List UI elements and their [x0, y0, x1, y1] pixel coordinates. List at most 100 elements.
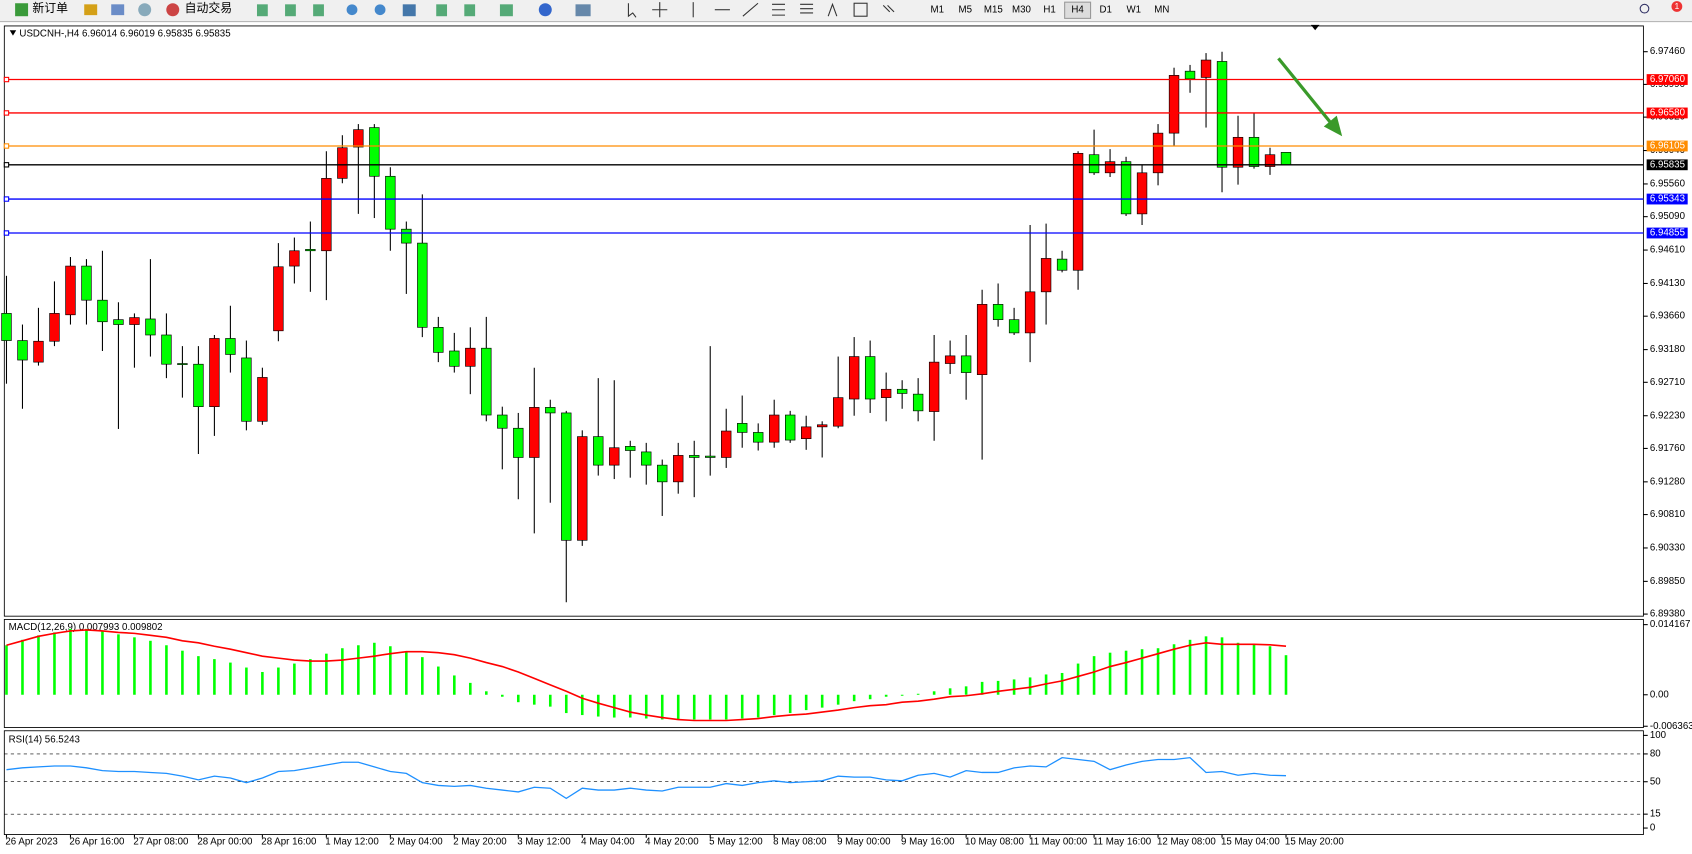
candle-body — [177, 363, 188, 365]
x-tick-label: 10 May 08:00 — [965, 837, 1024, 848]
macd-bar — [1076, 663, 1080, 695]
icon[interactable] — [285, 4, 296, 17]
macd-bar — [165, 645, 168, 695]
x-tick-label: 11 May 16:00 — [1093, 837, 1152, 848]
macd-bar — [277, 667, 280, 695]
arrows-tool[interactable] — [882, 5, 895, 13]
rsi-header: RSI(14) 56.5243 — [9, 734, 80, 745]
icon[interactable] — [575, 4, 591, 17]
icon[interactable] — [111, 4, 125, 16]
candle-body — [449, 350, 460, 367]
candle-body — [97, 299, 108, 323]
timeframe-button[interactable]: M30 — [1012, 4, 1031, 15]
macd-bar — [596, 694, 600, 717]
timeframe-button[interactable]: M15 — [984, 4, 1003, 15]
y-tick-label: 50 — [1650, 776, 1661, 787]
y-tick-label: 15 — [1650, 809, 1661, 820]
timeframe-button[interactable]: M1 — [930, 4, 944, 15]
crosshair-tool[interactable] — [652, 2, 668, 18]
x-tick-label: 15 May 20:00 — [1285, 837, 1344, 848]
trendline-tool[interactable] — [742, 2, 759, 17]
x-tick-label: 26 Apr 16:00 — [69, 837, 125, 848]
candle-body — [81, 265, 92, 301]
icon[interactable] — [402, 4, 416, 17]
candle-body — [385, 175, 396, 230]
candle-body — [1152, 132, 1164, 174]
icon[interactable] — [464, 4, 476, 17]
channel-tool[interactable] — [772, 3, 785, 16]
level-label-box — [1646, 227, 1688, 239]
close: 6.95835 — [196, 28, 231, 39]
y-tick-label: 6.90810 — [1650, 509, 1686, 520]
candle-body — [1072, 152, 1084, 271]
candle-body — [465, 347, 476, 367]
icon[interactable] — [84, 4, 98, 16]
new-order-button[interactable]: 新订单 — [32, 1, 68, 15]
timeframe-button[interactable]: MN — [1154, 4, 1169, 15]
macd-bar — [37, 635, 40, 695]
candle-body — [49, 313, 60, 342]
macd-bar — [500, 694, 504, 697]
level-label: 6.95343 — [1650, 194, 1685, 205]
timeframe-button[interactable]: H1 — [1043, 4, 1055, 15]
label-tool[interactable] — [853, 2, 868, 17]
macd-bar — [932, 691, 936, 695]
icon[interactable] — [538, 3, 552, 17]
level-handle — [3, 110, 10, 116]
candle-body — [880, 388, 892, 398]
notification-badge[interactable] — [1671, 1, 1683, 12]
autotrade-icon[interactable] — [166, 3, 180, 17]
timeframe-button[interactable]: H4 — [1071, 4, 1084, 15]
macd-bar — [1268, 646, 1272, 695]
fibo-tool[interactable] — [800, 3, 814, 14]
y-tick-label: 6.89380 — [1650, 609, 1686, 620]
new-order-icon[interactable] — [15, 3, 29, 17]
timeframe-button[interactable]: D1 — [1099, 4, 1111, 15]
candle-body — [225, 338, 236, 355]
candle-body — [848, 356, 860, 400]
candle-body — [1008, 319, 1020, 334]
candle-body — [161, 334, 172, 365]
timeframe-button[interactable]: M5 — [959, 4, 973, 15]
macd-bar — [85, 628, 88, 695]
candle-body — [257, 377, 268, 422]
x-tick-label: 4 May 20:00 — [645, 837, 699, 848]
x-tick-label: 11 May 00:00 — [1029, 837, 1088, 848]
macd-bar — [628, 694, 632, 718]
macd-bar — [1108, 652, 1112, 695]
text-tool[interactable] — [827, 2, 838, 17]
icon[interactable] — [436, 4, 448, 17]
main-pane — [3, 25, 1644, 617]
icon[interactable] — [138, 3, 152, 17]
icon[interactable] — [256, 4, 268, 17]
macd-bar — [181, 650, 184, 695]
macd-bar — [724, 694, 728, 720]
icon[interactable] — [346, 4, 358, 16]
macd-bar — [1012, 679, 1016, 695]
x-tick-label: 28 Apr 16:00 — [261, 837, 317, 848]
macd-bar — [149, 640, 152, 695]
cursor-tool[interactable] — [627, 3, 637, 18]
x-tick-label: 12 May 08:00 — [1157, 837, 1216, 848]
macd-bar — [996, 680, 1000, 695]
symbol-menu[interactable] — [9, 30, 17, 36]
candle-body — [17, 340, 28, 361]
rsi-line — [6, 756, 1287, 800]
icon[interactable] — [499, 4, 513, 17]
level-label: 6.96580 — [1650, 108, 1686, 119]
icon[interactable] — [313, 4, 324, 17]
timeframe-button[interactable]: W1 — [1126, 4, 1141, 15]
macd-bar — [820, 694, 824, 708]
autotrade-button[interactable]: 自动交易 — [185, 1, 232, 15]
macd-bar — [325, 653, 328, 695]
icon[interactable] — [374, 4, 386, 16]
candle-body — [689, 455, 700, 458]
macd-bar — [564, 694, 568, 714]
candle-body — [816, 424, 828, 428]
candle-body — [1184, 70, 1196, 80]
search-icon[interactable] — [1639, 3, 1650, 14]
candle-body — [273, 266, 284, 332]
macd-bar — [357, 645, 360, 695]
macd-bar — [884, 694, 888, 697]
symbol: USDCNH-,H4 — [19, 28, 79, 39]
